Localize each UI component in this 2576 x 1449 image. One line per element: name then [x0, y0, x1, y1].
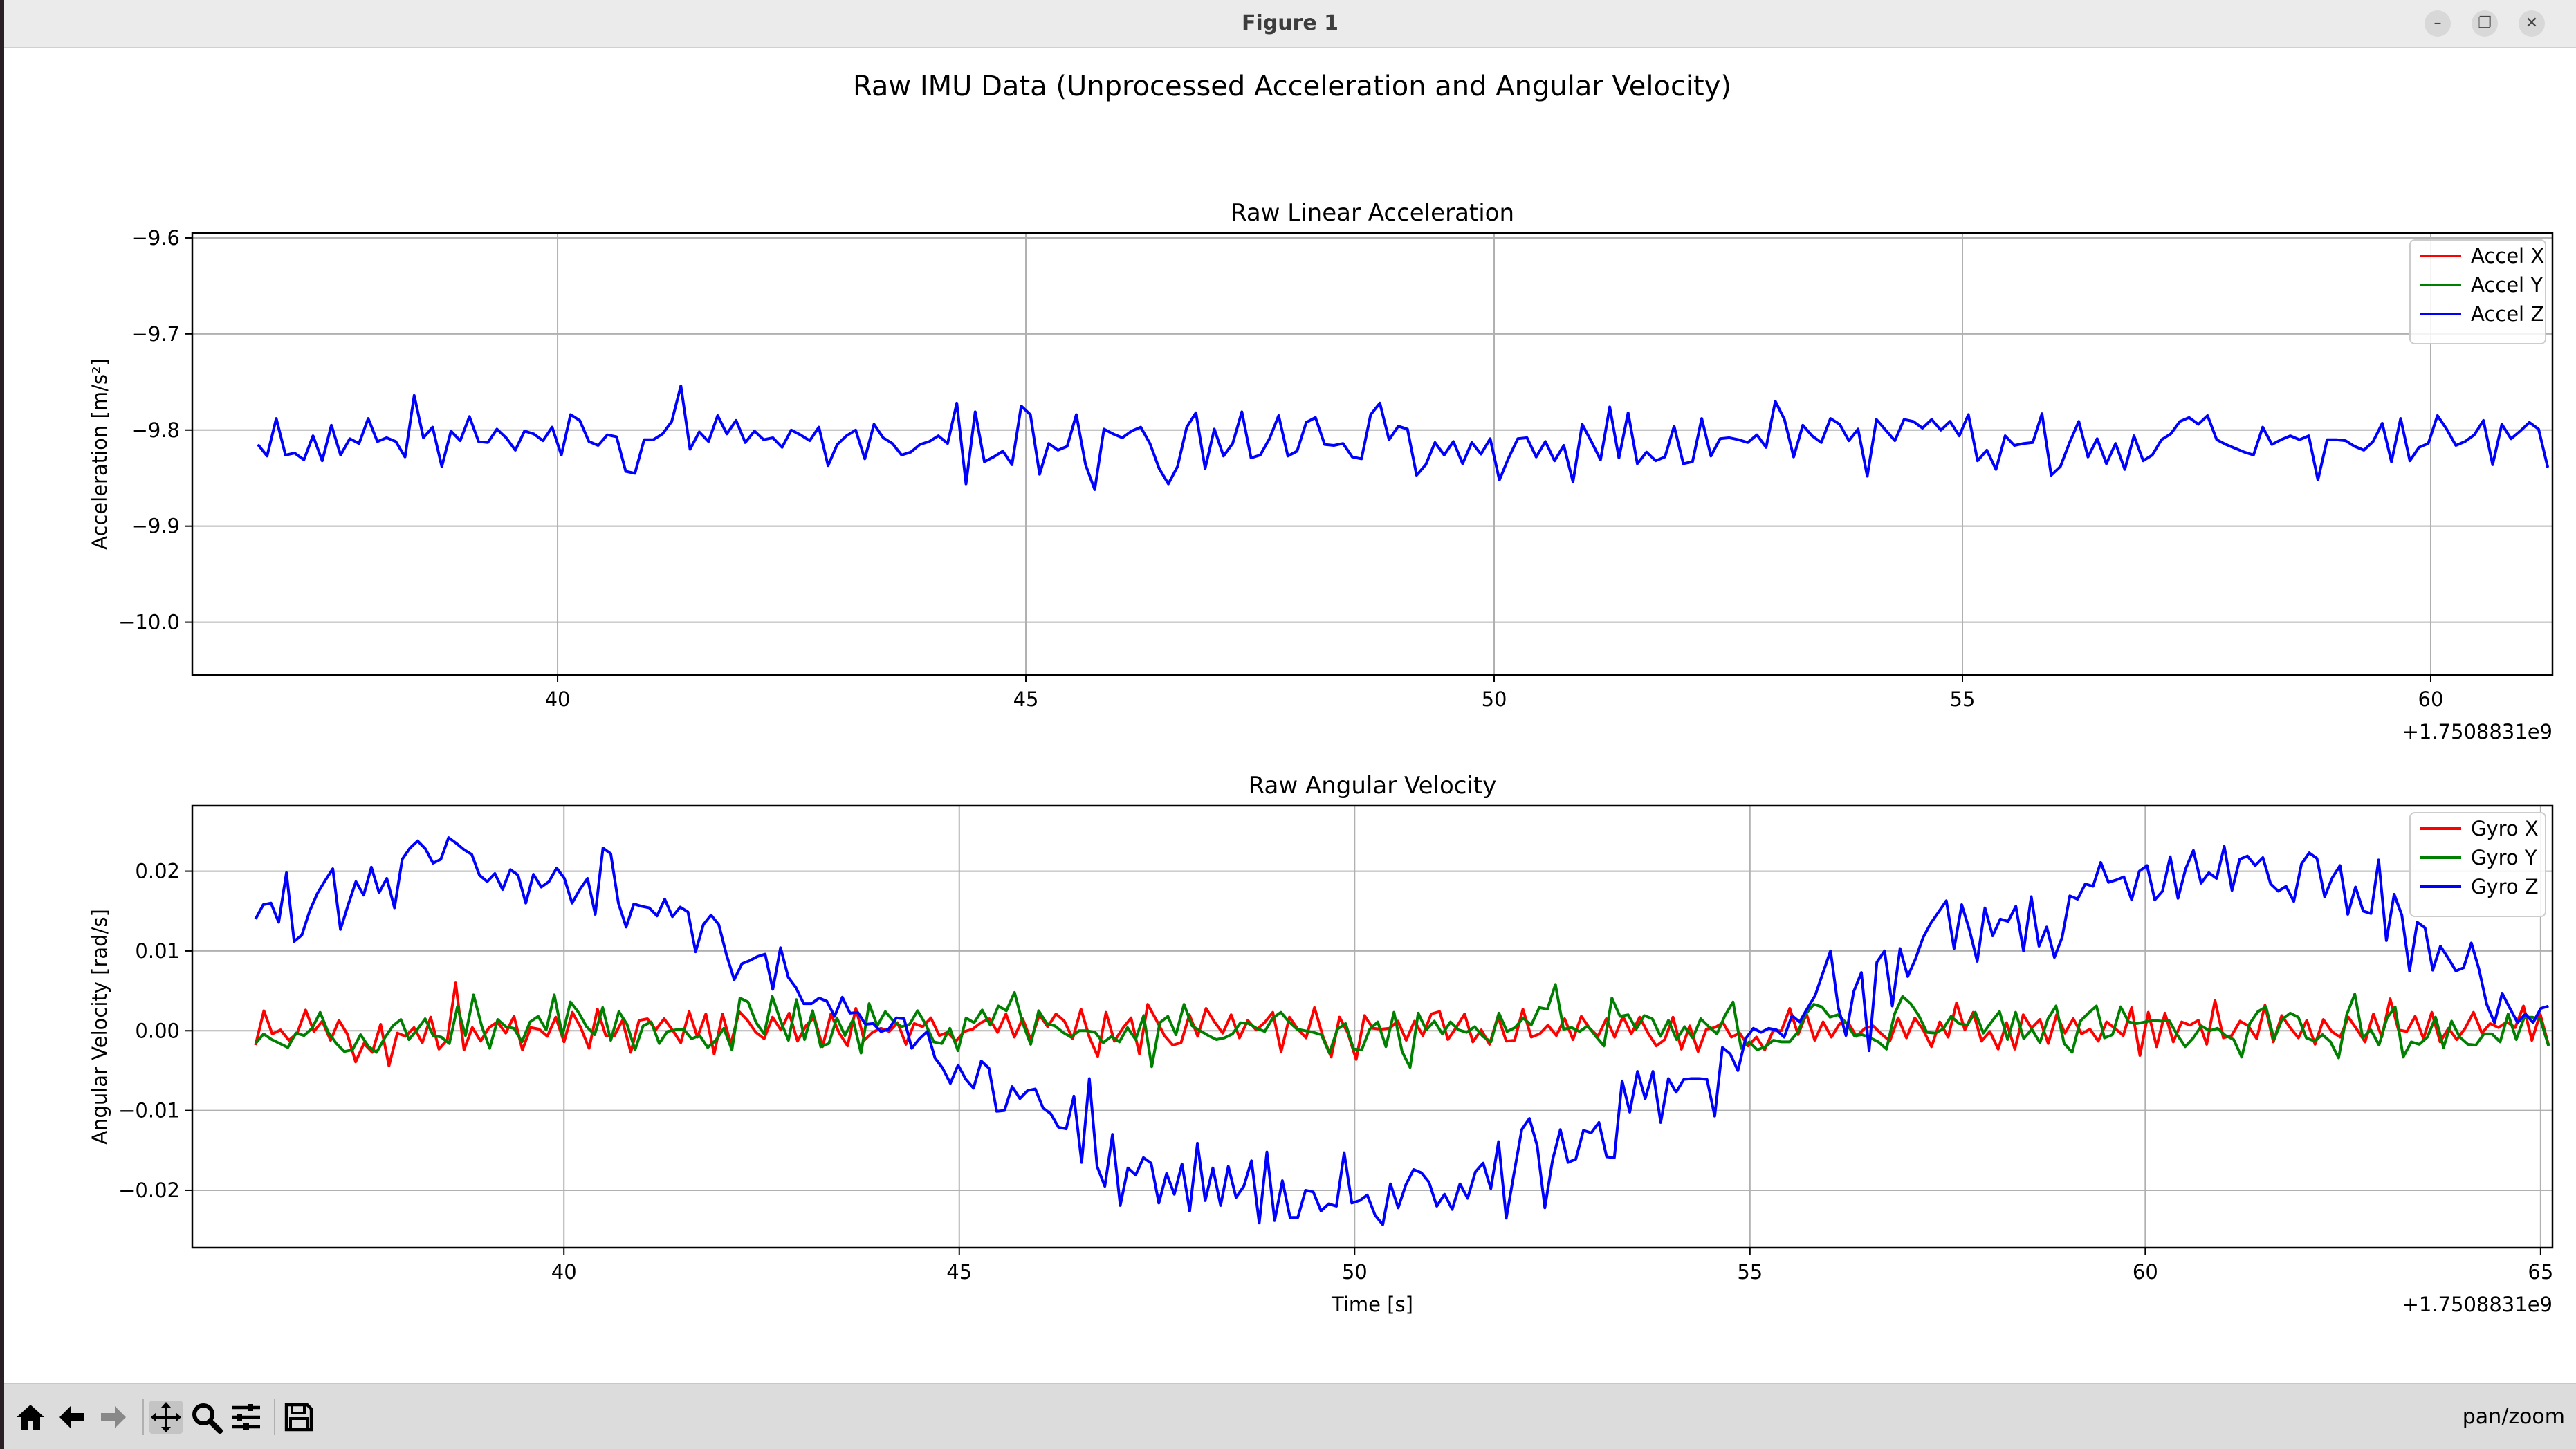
window-title: Figure 1 [1241, 11, 1339, 35]
x-tick-label: 55 [1950, 687, 1976, 711]
y-axis-label: Angular Velocity [rad/s] [88, 909, 111, 1145]
x-tick-label: 60 [2418, 687, 2444, 711]
x-tick-label: 40 [545, 687, 571, 711]
x-axis-label: Time [s] [1331, 1293, 1413, 1316]
axes-title: Raw Linear Acceleration [1231, 199, 1514, 227]
legend-label: Gyro Z [2471, 875, 2539, 898]
legend: Gyro X Gyro Y Gyro Z [2409, 812, 2546, 917]
legend-label: Accel Y [2471, 273, 2543, 297]
forward-icon[interactable] [97, 1401, 130, 1434]
legend-frame [2409, 812, 2546, 917]
x-tick-label: 55 [1737, 1260, 1763, 1284]
x-tick-label: 50 [1482, 687, 1507, 711]
title-bar[interactable]: Figure 1 ✕ ❐ – [4, 0, 2576, 48]
series-line-accel-z [257, 384, 2550, 491]
legend-label: Gyro X [2471, 817, 2539, 840]
minimize-icon[interactable]: – [2425, 10, 2451, 37]
home-icon[interactable] [14, 1401, 47, 1434]
restore-icon[interactable]: ❐ [2472, 10, 2498, 37]
legend-label: Accel X [2471, 244, 2544, 268]
back-icon[interactable] [55, 1401, 89, 1434]
configure-subplots-icon[interactable] [230, 1401, 263, 1434]
x-tick-label: 65 [2528, 1260, 2553, 1284]
angular-velocity-axes[interactable]: 40 45 50 55 60 65 0.02 0.01 0.00 −0.01 −0.02 +1.750… [88, 772, 2553, 1316]
x-offset-label: +1.7508831e9 [2402, 720, 2552, 744]
figure-canvas[interactable]: Raw IMU Data (Unprocessed Acceleration a… [4, 48, 2576, 1383]
plot-area [257, 384, 2550, 491]
series-line-gyro-x [254, 981, 2550, 1067]
legend-label: Gyro Y [2471, 846, 2537, 869]
x-tick-label: 50 [1342, 1260, 1368, 1284]
pan-icon[interactable] [149, 1401, 183, 1434]
y-axis-label: Acceleration [m/s²] [88, 358, 111, 550]
y-tick-label: 0.01 [135, 939, 180, 963]
close-icon[interactable]: ✕ [2519, 10, 2545, 37]
legend: Accel X Accel Y Accel Z [2409, 239, 2546, 344]
acceleration-axes[interactable]: 40 45 50 55 60 −9.6 −9.7 −9.8 −9.9 −10.0 +1.750883… [88, 199, 2554, 744]
y-tick-label: 0.00 [135, 1019, 180, 1042]
y-tick-label: −9.6 [131, 226, 180, 250]
x-offset-label: +1.7508831e9 [2402, 1293, 2552, 1316]
toolbar-separator [142, 1399, 144, 1435]
y-tick-label: 0.02 [135, 860, 180, 883]
y-tick-label: −9.8 [131, 418, 180, 442]
legend-label: Accel Z [2471, 302, 2544, 326]
plot-area [254, 836, 2550, 1226]
x-tick-label: 40 [551, 1260, 577, 1284]
legend-frame [2409, 239, 2546, 344]
toolbar-separator [274, 1399, 275, 1435]
x-tick-label: 60 [2133, 1260, 2158, 1284]
series-line-gyro-z [254, 836, 2549, 1226]
save-icon[interactable] [282, 1401, 315, 1434]
x-tick-label: 45 [946, 1260, 972, 1284]
y-tick-label: −0.01 [118, 1099, 180, 1123]
y-tick-label: −10.0 [118, 611, 180, 634]
y-tick-label: −0.02 [118, 1179, 180, 1202]
x-tick-label: 45 [1013, 687, 1039, 711]
axes-frame [191, 804, 2554, 1249]
axes-frame [191, 232, 2554, 676]
series-line-gyro-y [254, 983, 2550, 1069]
zoom-icon[interactable] [190, 1401, 223, 1434]
figure-suptitle: Raw IMU Data (Unprocessed Acceleration a… [853, 71, 1731, 102]
y-tick-label: −9.7 [131, 322, 180, 346]
axes-title: Raw Angular Velocity [1249, 772, 1497, 800]
y-tick-label: −9.9 [131, 515, 180, 538]
navigation-toolbar: pan/zoom [4, 1383, 2576, 1449]
toolbar-mode-label: pan/zoom [2462, 1405, 2565, 1429]
figure-window: Figure 1 ✕ ❐ – Raw IMU Data (Unprocessed… [4, 0, 2576, 1449]
